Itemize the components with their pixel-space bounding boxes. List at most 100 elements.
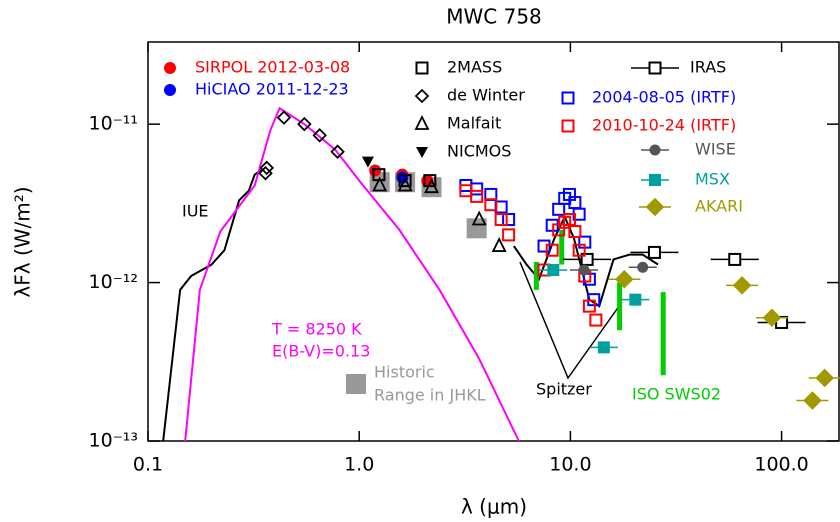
marker-square [648,61,662,75]
marker-square [580,252,594,266]
marker-diamond [815,368,834,388]
legend-key [631,61,679,75]
x-tick-label: 0.1 [133,454,163,476]
data-point [568,225,582,239]
marker-triangle [361,156,374,168]
legend-key [164,84,176,96]
x-tick-label: 100.0 [754,454,808,476]
y-tick-label: 10⁻¹² [89,271,138,293]
legend-label: IRAS [690,58,726,77]
legend-key [414,114,430,130]
marker-square [568,225,582,239]
data-point [494,213,508,227]
marker-square [470,182,484,196]
marker-square [423,174,437,188]
marker-square [470,189,484,203]
annotation: E(B-V)=0.13 [272,342,370,361]
data-point [297,116,312,132]
data-point [755,308,788,327]
data-point [471,210,487,226]
marker-square [547,264,560,277]
data-point [589,313,603,327]
spectrum-line [162,168,264,442]
data-point [484,198,498,212]
chart-title: MWC 758 [446,5,542,29]
legend-label: 2010-10-24 (IRTF) [592,116,736,135]
legend-key [639,197,671,217]
marker-dot [164,62,176,74]
data-point [539,264,568,277]
marker-square [561,91,575,105]
marker-dot [578,264,590,276]
marker-triangle [491,237,507,252]
marker-diamond [414,88,430,104]
data-point [312,128,327,143]
legend-key [414,88,430,104]
marker-triangle [372,176,388,192]
y-axis-label: λFλ (W/m²) [11,186,35,297]
legend-label: NICMOS [447,142,511,161]
annotation: Historic [374,363,435,382]
data-point [582,299,596,313]
data-point [563,252,612,266]
marker-diamond [762,308,782,327]
data-point [726,276,759,295]
data-point [397,176,413,192]
legend-label: MSX [695,170,730,189]
marker-square [398,174,412,188]
legend-key [416,147,428,158]
marker-square [572,243,586,257]
marker-square [466,218,487,239]
data-point [259,160,275,176]
marker-dot [637,261,649,273]
x-tick-label: 10.0 [549,454,591,476]
marker-dot [369,164,382,177]
marker-square [589,313,603,327]
data-point [621,293,650,306]
marker-diamond [259,160,275,176]
marker-diamond [615,269,634,289]
annotation: T = 8250 K [271,320,362,339]
data-point [630,245,679,259]
marker-diamond [732,276,752,295]
data-point [796,391,829,410]
marker-square [647,245,661,259]
marker-square [552,202,566,216]
legend-label: HiCIAO 2011-12-23 [195,80,349,99]
data-point [628,261,657,273]
marker-square [561,119,575,133]
legend-label: SIRPOL 2012-03-08 [195,58,350,77]
data-point [423,174,437,188]
y-tick-label: 10⁻¹¹ [89,113,138,135]
y-tick-label: 10⁻¹³ [89,430,138,452]
spectrum-line [184,106,520,442]
data-point [545,243,559,257]
marker-dot [164,84,176,96]
marker-triangle [424,178,439,194]
x-tick-label: 1.0 [344,454,374,476]
legend-key [415,61,429,75]
marker-square [494,213,508,227]
marker-square [545,243,559,257]
marker-triangle [416,147,428,158]
legend-label: 2004-08-05 (IRTF) [592,88,736,107]
marker-diamond [276,110,292,125]
marker-square [537,239,551,253]
marker-triangle [397,176,413,192]
data-point [330,144,345,159]
historic-legend-key [346,374,366,394]
data-point [502,228,516,242]
marker-square [597,341,610,354]
data-point [552,202,566,216]
x-axis-label: λ (μm) [461,495,527,519]
data-point [572,243,586,257]
marker-diamond [297,116,312,132]
marker-diamond [803,391,822,410]
data-point [470,182,484,196]
marker-diamond [330,144,345,159]
annotation: Range in JHKL [374,386,486,405]
data-point [537,239,551,253]
marker-diamond [312,128,327,143]
marker-square [415,61,429,75]
marker-square [649,174,661,186]
